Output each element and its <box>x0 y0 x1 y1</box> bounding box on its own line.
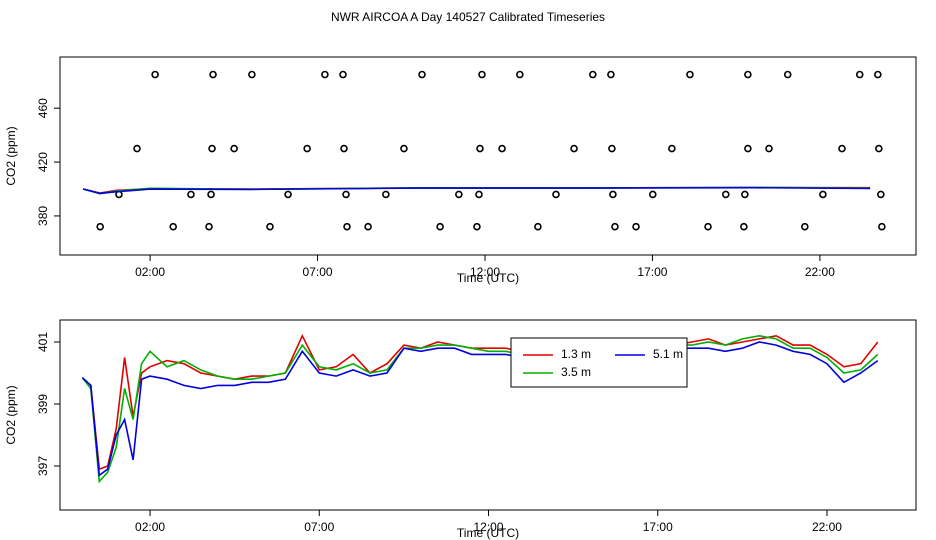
point <box>498 144 506 153</box>
point <box>607 70 615 79</box>
point <box>436 222 444 231</box>
point <box>648 190 657 199</box>
x-tick-label: 02:00 <box>135 520 165 534</box>
series-line <box>81 334 879 484</box>
legend-label: 1.3 m <box>561 347 591 361</box>
point <box>343 222 351 231</box>
point <box>169 222 177 231</box>
y-axis-label: CO2 (ppm) <box>4 126 18 185</box>
point <box>611 222 619 231</box>
point <box>801 222 809 231</box>
point <box>608 144 616 153</box>
x-tick-label: 12:00 <box>470 265 500 279</box>
x-tick-label: 22:00 <box>805 265 835 279</box>
x-axis-label: Time (UTC) <box>457 271 519 285</box>
point <box>516 70 524 79</box>
x-tick-label: 07:00 <box>303 265 333 279</box>
point <box>339 70 347 79</box>
point <box>877 190 885 199</box>
point <box>303 144 311 153</box>
point <box>668 144 676 153</box>
y-axis-label: CO2 (ppm) <box>4 385 18 444</box>
point <box>838 144 846 153</box>
point <box>704 222 712 231</box>
point <box>475 190 483 199</box>
point <box>819 190 827 199</box>
point <box>284 190 292 199</box>
y-tick-label: 397 <box>36 456 50 476</box>
point <box>589 70 597 79</box>
point <box>721 190 730 199</box>
point <box>609 190 617 199</box>
point <box>187 190 195 199</box>
point <box>382 190 390 199</box>
series-line <box>81 341 879 477</box>
point <box>248 70 256 79</box>
point <box>744 144 752 153</box>
plot-frame <box>59 319 917 511</box>
plot-frame <box>59 56 917 256</box>
point <box>266 222 274 231</box>
point <box>321 70 329 79</box>
chart-title: NWR AIRCOA A Day 140527 Calibrated Times… <box>331 10 605 24</box>
point <box>400 144 408 153</box>
y-tick-label: 460 <box>36 98 50 118</box>
legend-label: 3.5 m <box>561 365 591 379</box>
point <box>855 70 864 79</box>
point <box>476 144 484 153</box>
point <box>741 190 749 199</box>
point <box>874 70 882 79</box>
x-axis-label: Time (UTC) <box>457 526 519 540</box>
point <box>209 70 217 79</box>
point <box>364 222 372 231</box>
series-line <box>82 186 871 195</box>
y-tick-label: 401 <box>36 332 50 352</box>
point <box>473 222 481 231</box>
point <box>570 144 578 153</box>
point <box>478 70 486 79</box>
x-tick-label: 12:00 <box>473 520 503 534</box>
point <box>340 144 348 153</box>
x-tick-label: 17:00 <box>643 520 673 534</box>
legend-label: 5.1 m <box>653 347 683 361</box>
x-tick-label: 02:00 <box>135 265 165 279</box>
point <box>342 190 350 199</box>
point <box>133 144 141 153</box>
y-tick-label: 380 <box>36 206 50 226</box>
legend-box <box>510 337 688 388</box>
point <box>765 144 773 153</box>
point <box>744 70 752 79</box>
series-line <box>81 333 879 471</box>
y-tick-label: 399 <box>36 394 50 414</box>
point <box>455 190 463 199</box>
point <box>686 70 694 79</box>
point <box>208 144 216 153</box>
point <box>740 222 748 231</box>
point <box>207 190 215 199</box>
x-tick-label: 07:00 <box>304 520 334 534</box>
point <box>875 144 883 153</box>
point <box>418 70 426 79</box>
x-tick-label: 22:00 <box>812 520 842 534</box>
point <box>878 222 886 231</box>
point <box>96 222 104 231</box>
point <box>230 144 238 153</box>
point <box>205 222 213 231</box>
point <box>552 190 560 199</box>
x-tick-label: 17:00 <box>637 265 667 279</box>
y-tick-label: 420 <box>36 152 50 172</box>
point <box>632 222 640 231</box>
point <box>783 70 792 79</box>
point <box>151 70 159 79</box>
point <box>534 222 542 231</box>
